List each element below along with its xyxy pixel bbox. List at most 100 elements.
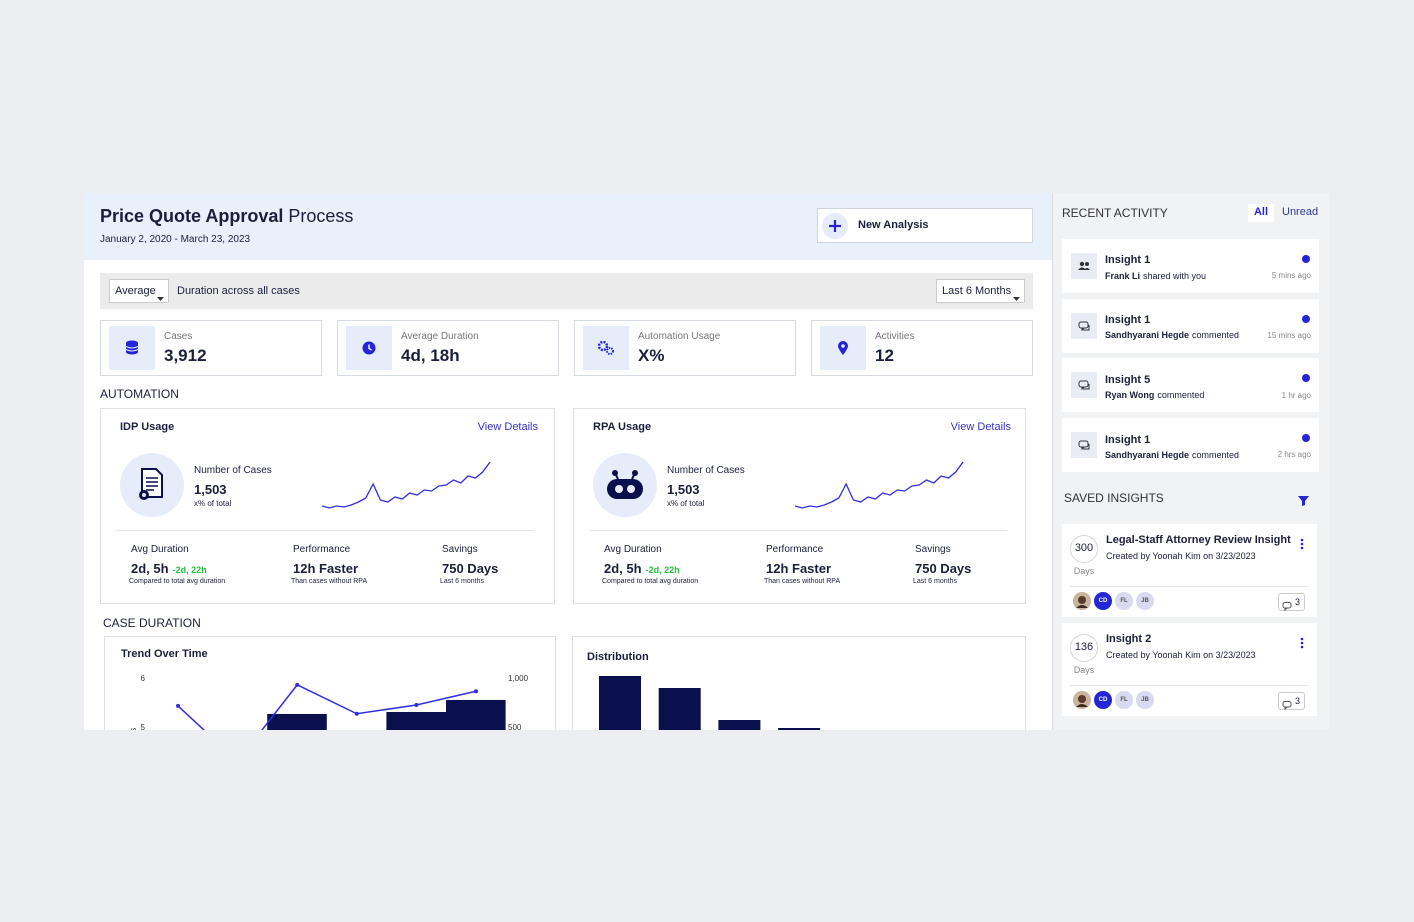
unread-dot (1302, 374, 1310, 383)
metric-label: Avg Duration (131, 544, 189, 555)
insight-value: 300 (1074, 542, 1094, 555)
avatar (1115, 592, 1133, 610)
y2-tick-label: 500 (508, 723, 522, 730)
metric-delta: -2d, 22h (172, 565, 207, 576)
comments-button[interactable] (1278, 593, 1305, 611)
sparkline (320, 452, 492, 514)
unread-dot (1302, 434, 1310, 443)
comment-icon (1282, 597, 1292, 612)
comment-count: 3 (1295, 596, 1301, 607)
filter-icon-glyph (1298, 496, 1309, 506)
y-tick-label: 5 (141, 723, 146, 730)
metric-value: 12h Faster (766, 561, 831, 577)
activity-card[interactable] (1062, 418, 1319, 473)
metric-value: 12h Faster (293, 561, 358, 577)
new-analysis-label: New Analysis (858, 219, 929, 232)
menu-icon-glyph (1300, 538, 1304, 550)
panel-title: RECENT ACTIVITY (1062, 205, 1168, 220)
usage-card (573, 408, 1026, 604)
insight-meta: Created by Yoonah Kim on 3/23/2023 (1106, 649, 1256, 660)
kpi-icon-box (583, 326, 629, 370)
volume-bar (267, 713, 327, 730)
new-analysis-button[interactable] (817, 208, 1033, 243)
distribution-bar (778, 728, 821, 730)
activity-icon-glyph (1071, 432, 1097, 459)
activity-actor: Ryan Wong (1105, 390, 1155, 400)
caret (157, 288, 165, 301)
filter-all[interactable] (1248, 204, 1274, 222)
kpi-icon-glyph (362, 341, 376, 355)
sparkline-svg (321, 461, 491, 509)
activity-detail: Sandhyarani Hegde commented (1105, 330, 1239, 341)
metric-note: Last 6 months (913, 577, 957, 585)
metric-note: Compared to total avg duration (602, 577, 699, 585)
avatar-initials: FL (1120, 598, 1128, 605)
comment-icon (1282, 696, 1292, 711)
cases-label: Number of Cases (667, 465, 745, 476)
metric-label: Performance (293, 544, 351, 555)
avatar (1115, 691, 1133, 709)
filter-unread-label[interactable]: Unread (1282, 206, 1319, 219)
kpi-icon-glyph (125, 340, 139, 355)
period-dropdown[interactable] (936, 279, 1025, 303)
avatar-initials: CD (1098, 697, 1108, 704)
insight-value-ring (1070, 535, 1098, 563)
activity-icon (1071, 253, 1097, 279)
activity-icon-glyph (1071, 253, 1097, 279)
activity-time: 1 hr ago (1281, 390, 1311, 400)
trend-line (177, 683, 477, 730)
view-details-link[interactable]: View Details (477, 421, 538, 434)
comments-button[interactable] (1278, 692, 1305, 710)
card-title: RPA Usage (593, 421, 652, 434)
metric-value: 750 Days (442, 561, 498, 577)
trend-point (414, 702, 419, 707)
avatar-initials: JB (1141, 697, 1149, 704)
activity-card[interactable] (1062, 239, 1319, 293)
y-axis-label: Days (128, 727, 138, 730)
y2-tick-label: 1,000 (508, 674, 529, 683)
avatar-initials: JB (1141, 598, 1149, 605)
metric-label: Savings (442, 544, 478, 555)
activity-action: commented (1157, 390, 1205, 400)
view-details-link[interactable]: View Details (950, 421, 1011, 434)
insight-meta: Created by Yoonah Kim on 3/23/2023 (1106, 550, 1256, 561)
usage-icon (120, 453, 184, 517)
activity-action: commented (1192, 449, 1240, 460)
trend-point (474, 689, 478, 694)
kpi-label: Average Duration (401, 331, 479, 342)
kpi-label: Activities (875, 331, 915, 342)
kpi-label: Automation Usage (638, 331, 721, 342)
activity-card[interactable] (1062, 298, 1319, 353)
date-range: January 2, 2020 - March 23, 2023 (100, 234, 251, 245)
trend-card (104, 636, 556, 730)
metric-note: Last 6 months (440, 577, 484, 585)
activity-card[interactable] (1062, 358, 1319, 413)
kpi-icon-glyph (838, 341, 848, 355)
menu-icon[interactable] (1299, 635, 1305, 649)
kpi-icon (831, 336, 855, 360)
sparkline-line (321, 461, 491, 509)
activity-title: Insight 5 (1105, 373, 1151, 386)
distribution-card (572, 636, 1026, 730)
activity-detail: Frank Li shared with you (1105, 271, 1206, 282)
kpi-label: Cases (164, 331, 193, 342)
distribution-bar (718, 720, 761, 730)
activity-actor: Sandhyarani Hegde (1105, 449, 1190, 460)
avatar-initials: FL (1120, 697, 1128, 704)
avatar (1094, 592, 1112, 610)
chart-title: Distribution (587, 651, 649, 664)
metric-note: Compared to total avg duration (129, 577, 226, 585)
metric-value-text: 2d, 5h (604, 561, 642, 577)
avatar-photo-glyph (1073, 592, 1091, 610)
usage-icon-glyph (593, 453, 657, 517)
metric-note: Than cases without RPA (291, 577, 368, 585)
section-title: AUTOMATION (100, 386, 179, 401)
unread-dot (1302, 255, 1310, 263)
activity-action: shared with you (1143, 270, 1207, 281)
insight-value-ring (1070, 634, 1098, 662)
chart-title: Trend Over Time (121, 648, 208, 661)
kpi-card (100, 320, 322, 376)
activity-time: 15 mins ago (1267, 330, 1311, 340)
cases-label: Number of Cases (194, 465, 272, 476)
menu-icon[interactable] (1299, 536, 1305, 550)
